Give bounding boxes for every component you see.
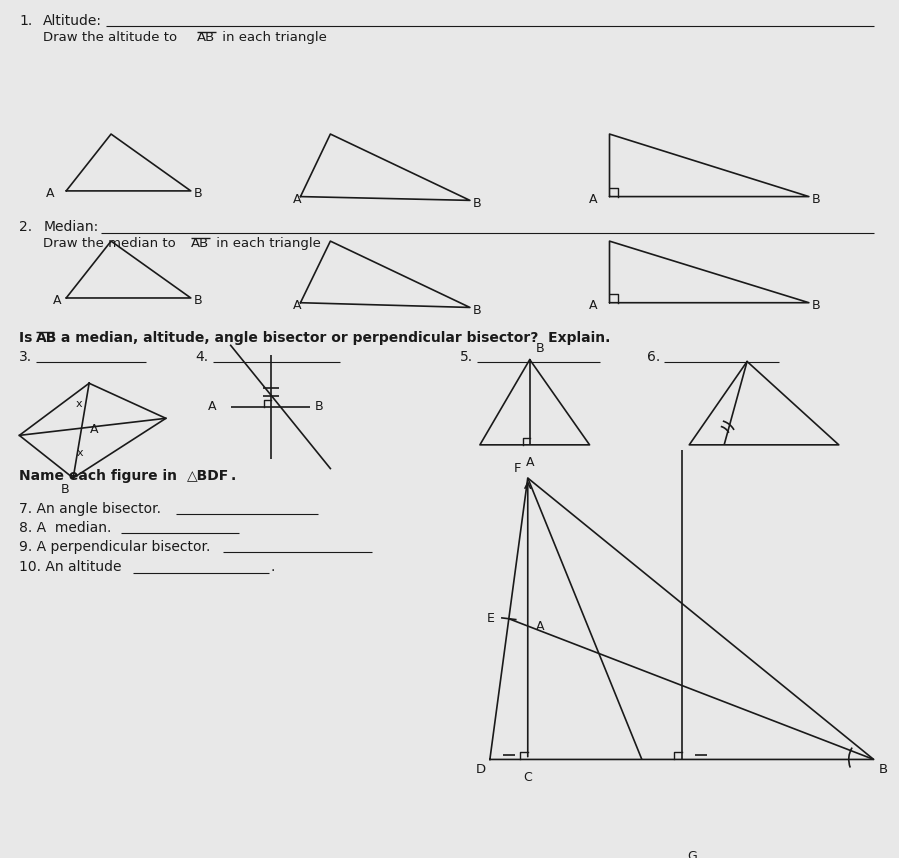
Text: 8. A  median.: 8. A median. — [20, 521, 111, 535]
Text: 1.: 1. — [20, 14, 32, 27]
Text: AB: AB — [36, 331, 58, 345]
Text: Is: Is — [20, 331, 38, 345]
Text: Draw the median to: Draw the median to — [43, 238, 181, 251]
Text: .: . — [271, 560, 275, 575]
Text: A: A — [209, 401, 217, 414]
Text: Name each figure in: Name each figure in — [20, 468, 182, 482]
Text: B: B — [473, 196, 482, 209]
Text: A: A — [90, 423, 98, 437]
Text: A: A — [292, 193, 301, 206]
Text: F: F — [514, 462, 521, 475]
Text: 3.: 3. — [20, 350, 32, 364]
Text: A: A — [292, 299, 301, 312]
Text: B: B — [61, 483, 70, 496]
Text: B: B — [194, 187, 202, 200]
Text: E: E — [487, 613, 494, 625]
Text: in each triangle: in each triangle — [218, 31, 326, 44]
Text: 5.: 5. — [460, 350, 473, 364]
Text: 2.: 2. — [20, 221, 32, 234]
Text: x: x — [77, 448, 84, 458]
Text: a median, altitude, angle bisector or perpendicular bisector?  Explain.: a median, altitude, angle bisector or pe… — [57, 331, 610, 345]
Text: Median:: Median: — [43, 221, 99, 234]
Text: in each triangle: in each triangle — [212, 238, 321, 251]
Text: x: x — [76, 399, 83, 408]
Text: △BDF: △BDF — [187, 468, 229, 482]
Text: A: A — [589, 299, 598, 312]
Text: AB: AB — [191, 238, 209, 251]
Text: 4.: 4. — [196, 350, 209, 364]
Text: G: G — [687, 850, 697, 858]
Text: 10. An altitude: 10. An altitude — [20, 560, 122, 575]
Text: A: A — [46, 187, 54, 200]
Text: D: D — [476, 764, 486, 776]
Text: A: A — [536, 620, 544, 633]
Text: C: C — [523, 770, 532, 784]
Text: Altitude:: Altitude: — [43, 14, 102, 27]
Text: B: B — [878, 764, 888, 776]
Text: B: B — [812, 299, 821, 312]
Text: B: B — [812, 193, 821, 206]
Text: A: A — [53, 294, 61, 307]
Text: Draw the altitude to: Draw the altitude to — [43, 31, 182, 44]
Text: A: A — [589, 193, 598, 206]
Text: A: A — [526, 456, 534, 469]
Text: B: B — [194, 294, 202, 307]
Text: B: B — [473, 304, 482, 317]
Text: AB: AB — [197, 31, 215, 44]
Text: B: B — [536, 341, 545, 355]
Text: 9. A perpendicular bisector.: 9. A perpendicular bisector. — [20, 540, 210, 553]
Text: B: B — [315, 401, 323, 414]
Text: 6.: 6. — [647, 350, 661, 364]
Text: 7. An angle bisector.: 7. An angle bisector. — [20, 502, 161, 516]
Text: .: . — [231, 468, 236, 482]
